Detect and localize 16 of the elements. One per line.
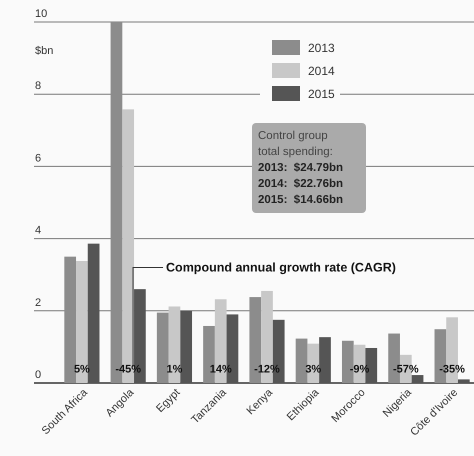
legend-label: 2015 [308, 87, 336, 101]
y-tick-label: 4 [35, 224, 42, 237]
annotation: -45% [115, 364, 142, 376]
y-tick-label: 10 [35, 8, 48, 20]
legend-label: 2013 [308, 41, 336, 55]
legend-label: 2014 [308, 64, 336, 78]
y-tick-label: 8 [35, 80, 42, 92]
annotation: -35% [439, 364, 466, 376]
annotation: Control group total spending: 2013: $24.79bn 2014: $22.76bn 2015: $14.66bn [258, 130, 344, 206]
y-tick-label: 2 [35, 296, 42, 309]
y-tick-label: 0 [35, 369, 42, 381]
y-tick-label: 6 [35, 152, 42, 164]
annotation: -57% [392, 364, 419, 376]
annotation: -12% [254, 364, 280, 376]
y-axis-title: $bn [35, 45, 54, 57]
annotation: Compound annual growth rate (CAGR) [166, 260, 396, 274]
